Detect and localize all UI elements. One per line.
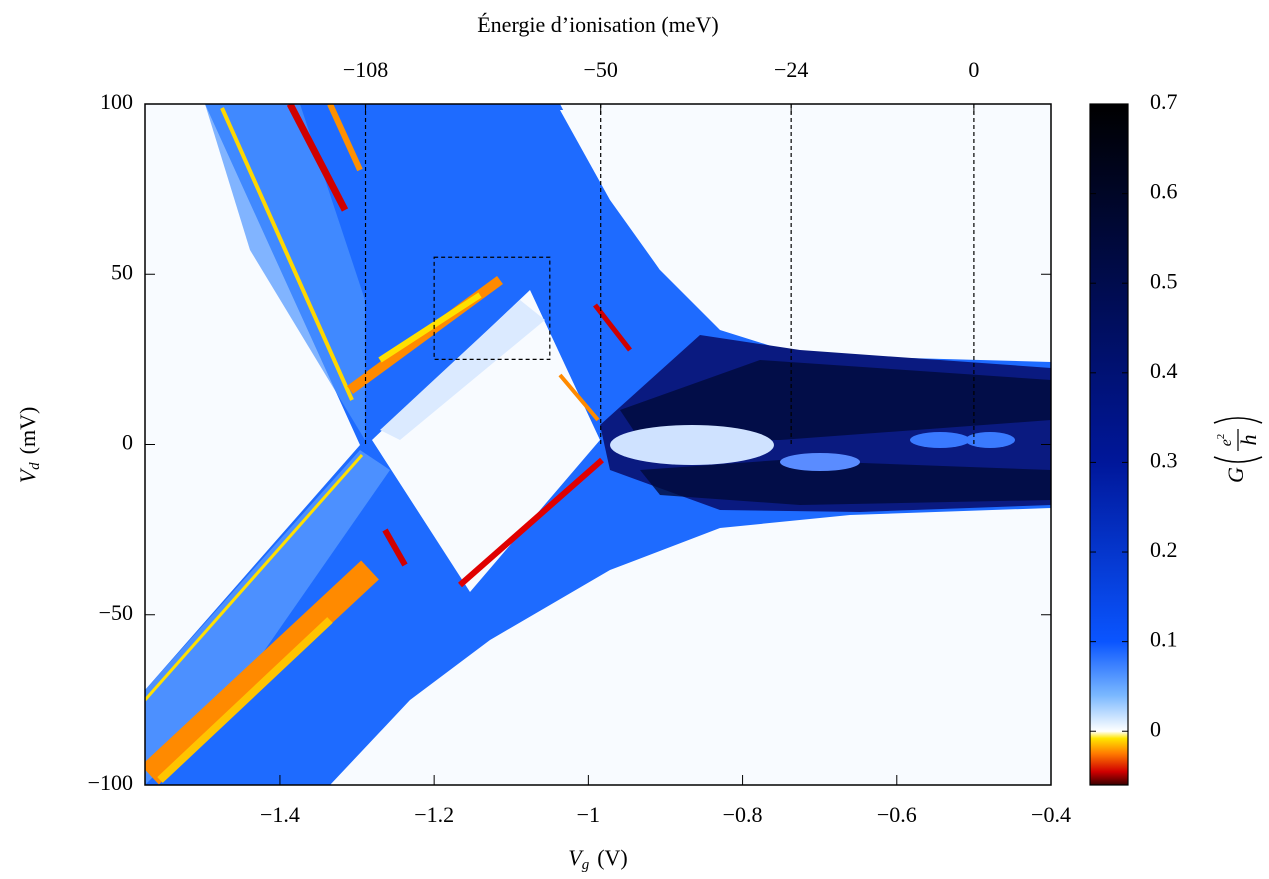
y-subscript: d bbox=[27, 462, 43, 470]
y-symbol: V bbox=[15, 467, 40, 483]
x-axis-title: Vg (V) bbox=[568, 845, 628, 873]
y-tick-label: 100 bbox=[100, 89, 133, 114]
x-tick-label: −1 bbox=[577, 802, 600, 827]
paren-left bbox=[1213, 456, 1263, 463]
top-tick-label: 0 bbox=[968, 57, 979, 82]
z-numerator: e2 bbox=[1215, 434, 1235, 447]
x-tick-label: −0.8 bbox=[723, 802, 763, 827]
colorbar-tick-label: 0.7 bbox=[1150, 89, 1178, 114]
top-tick-label: −50 bbox=[583, 57, 617, 82]
colorbar-tick-label: 0.2 bbox=[1150, 537, 1178, 562]
y-axis-title: Vd (mV) bbox=[15, 407, 43, 484]
z-exponent: 2 bbox=[1215, 434, 1227, 440]
z-num-symbol: e bbox=[1218, 439, 1235, 446]
colorbar-tick-label: 0.1 bbox=[1150, 627, 1178, 652]
y-tick-label: 0 bbox=[122, 430, 133, 455]
colorbar bbox=[1089, 103, 1129, 786]
colorbar-tick-label: 0.5 bbox=[1150, 268, 1178, 293]
heatmap bbox=[145, 104, 1051, 785]
colorbar-title: Ge2 h bbox=[1213, 417, 1263, 483]
zoom-box bbox=[433, 256, 551, 360]
x-tick-label: −1.4 bbox=[260, 802, 300, 827]
x-subscript: g bbox=[582, 857, 590, 873]
colorbar-tick-label: 0 bbox=[1150, 716, 1161, 741]
x-tick-label: −0.6 bbox=[877, 802, 917, 827]
x-tick-label: −0.4 bbox=[1031, 802, 1071, 827]
y-tick-label: −50 bbox=[99, 600, 133, 625]
y-tick-label: −100 bbox=[88, 770, 133, 795]
colorbar-tick-label: 0.6 bbox=[1150, 179, 1178, 204]
x-tick-label: −1.2 bbox=[414, 802, 454, 827]
z-symbol: G bbox=[1223, 467, 1248, 483]
x-unit: (V) bbox=[597, 845, 628, 870]
x-symbol: V bbox=[568, 845, 584, 870]
colorbar-tick-label: 0.3 bbox=[1150, 447, 1178, 472]
top-tick-label: −24 bbox=[774, 57, 808, 82]
colorbar-tick-label: 0.4 bbox=[1150, 358, 1178, 383]
paren-right bbox=[1213, 417, 1263, 424]
y-tick-label: 50 bbox=[111, 259, 133, 284]
top-tick-label: −108 bbox=[343, 57, 388, 82]
z-denominator: h bbox=[1236, 435, 1261, 446]
top-axis-title: Énergie d’ionisation (meV) bbox=[477, 12, 719, 37]
y-unit: (mV) bbox=[15, 407, 40, 455]
